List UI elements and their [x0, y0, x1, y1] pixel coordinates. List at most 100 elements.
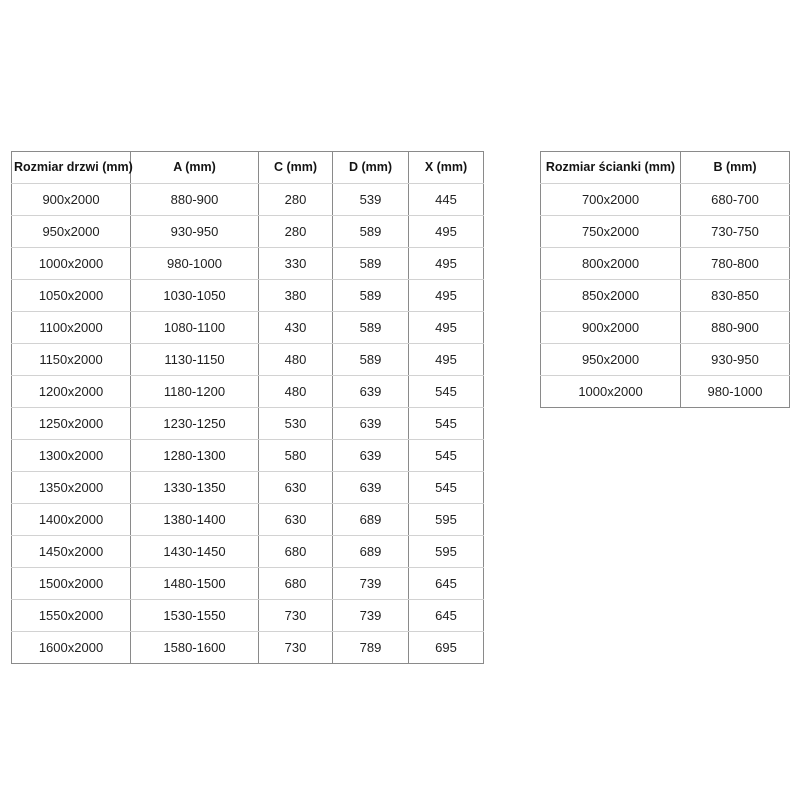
- cell-a: 1430-1450: [130, 535, 259, 568]
- table-row: 1100x2000 1080-1100 430 589 495: [11, 311, 484, 344]
- cell-a: 1530-1550: [130, 599, 259, 632]
- cell-x: 545: [408, 471, 484, 504]
- cell-d: 589: [332, 247, 409, 280]
- cell-rozmiar-drzwi: 1550x2000: [11, 599, 131, 632]
- cell-a: 880-900: [130, 183, 259, 216]
- cell-c: 480: [258, 375, 333, 408]
- cell-b: 680-700: [680, 183, 790, 216]
- cell-rozmiar-drzwi: 1000x2000: [11, 247, 131, 280]
- cell-c: 630: [258, 471, 333, 504]
- cell-rozmiar-drzwi: 1250x2000: [11, 407, 131, 440]
- table-row: 950x2000 930-950 280 589 495: [11, 215, 484, 248]
- cell-b: 980-1000: [680, 375, 790, 408]
- cell-d: 739: [332, 567, 409, 600]
- column-header-c: C (mm): [258, 151, 333, 184]
- wall-panel-dimensions-table: Rozmiar ścianki (mm) B (mm) 700x2000 680-…: [540, 151, 790, 408]
- cell-rozmiar-drzwi: 1350x2000: [11, 471, 131, 504]
- cell-rozmiar-drzwi: 1300x2000: [11, 439, 131, 472]
- column-header-a: A (mm): [130, 151, 259, 184]
- cell-rozmiar-scianki: 900x2000: [540, 311, 681, 344]
- table-row: 1300x2000 1280-1300 580 639 545: [11, 439, 484, 472]
- table-row: 1500x2000 1480-1500 680 739 645: [11, 567, 484, 600]
- cell-rozmiar-drzwi: 1600x2000: [11, 631, 131, 664]
- doors-dimensions-table: Rozmiar drzwi (mm) A (mm) C (mm) D (mm) …: [11, 151, 484, 664]
- table-row: 1550x2000 1530-1550 730 739 645: [11, 599, 484, 632]
- table-row: 1250x2000 1230-1250 530 639 545: [11, 407, 484, 440]
- cell-c: 480: [258, 343, 333, 376]
- cell-rozmiar-scianki: 950x2000: [540, 343, 681, 376]
- cell-a: 1380-1400: [130, 503, 259, 536]
- table-row: 1000x2000 980-1000 330 589 495: [11, 247, 484, 280]
- cell-c: 330: [258, 247, 333, 280]
- cell-d: 589: [332, 343, 409, 376]
- cell-c: 680: [258, 567, 333, 600]
- table-header-row: Rozmiar drzwi (mm) A (mm) C (mm) D (mm) …: [11, 151, 484, 184]
- cell-d: 639: [332, 407, 409, 440]
- table-row: 1200x2000 1180-1200 480 639 545: [11, 375, 484, 408]
- cell-x: 545: [408, 439, 484, 472]
- cell-b: 780-800: [680, 247, 790, 280]
- cell-a: 1180-1200: [130, 375, 259, 408]
- cell-a: 980-1000: [130, 247, 259, 280]
- cell-rozmiar-scianki: 850x2000: [540, 279, 681, 312]
- cell-d: 589: [332, 215, 409, 248]
- column-header-rozmiar-scianki: Rozmiar ścianki (mm): [540, 151, 681, 184]
- cell-d: 689: [332, 503, 409, 536]
- wall-table-body: 700x2000 680-700 750x2000 730-750 800x2000 78…: [540, 183, 790, 408]
- cell-a: 1080-1100: [130, 311, 259, 344]
- cell-x: 645: [408, 599, 484, 632]
- wall-table-header: Rozmiar ścianki (mm) B (mm): [540, 151, 790, 184]
- cell-x: 545: [408, 375, 484, 408]
- cell-b: 730-750: [680, 215, 790, 248]
- cell-c: 280: [258, 183, 333, 216]
- cell-c: 280: [258, 215, 333, 248]
- table-row: 1150x2000 1130-1150 480 589 495: [11, 343, 484, 376]
- cell-x: 495: [408, 247, 484, 280]
- table-row: 1600x2000 1580-1600 730 789 695: [11, 631, 484, 664]
- column-header-x: X (mm): [408, 151, 484, 184]
- cell-c: 380: [258, 279, 333, 312]
- cell-d: 739: [332, 599, 409, 632]
- cell-d: 589: [332, 279, 409, 312]
- cell-rozmiar-scianki: 800x2000: [540, 247, 681, 280]
- table-row: 1050x2000 1030-1050 380 589 495: [11, 279, 484, 312]
- cell-d: 639: [332, 439, 409, 472]
- cell-c: 730: [258, 599, 333, 632]
- cell-d: 589: [332, 311, 409, 344]
- cell-rozmiar-drzwi: 1150x2000: [11, 343, 131, 376]
- cell-d: 639: [332, 375, 409, 408]
- cell-x: 595: [408, 535, 484, 568]
- cell-c: 630: [258, 503, 333, 536]
- column-header-b: B (mm): [680, 151, 790, 184]
- cell-x: 495: [408, 311, 484, 344]
- table-row: 1450x2000 1430-1450 680 689 595: [11, 535, 484, 568]
- cell-x: 695: [408, 631, 484, 664]
- cell-rozmiar-drzwi: 1450x2000: [11, 535, 131, 568]
- cell-c: 730: [258, 631, 333, 664]
- cell-x: 495: [408, 279, 484, 312]
- doors-table-body: 900x2000 880-900 280 539 445 950x2000 930-950 2…: [11, 183, 484, 664]
- table-header-row: Rozmiar ścianki (mm) B (mm): [540, 151, 790, 184]
- cell-x: 495: [408, 343, 484, 376]
- cell-d: 539: [332, 183, 409, 216]
- cell-rozmiar-drzwi: 900x2000: [11, 183, 131, 216]
- cell-d: 789: [332, 631, 409, 664]
- cell-x: 495: [408, 215, 484, 248]
- cell-rozmiar-scianki: 700x2000: [540, 183, 681, 216]
- cell-rozmiar-drzwi: 1050x2000: [11, 279, 131, 312]
- cell-a: 1280-1300: [130, 439, 259, 472]
- cell-rozmiar-scianki: 750x2000: [540, 215, 681, 248]
- table-row: 950x2000 930-950: [540, 343, 790, 376]
- cell-a: 1580-1600: [130, 631, 259, 664]
- table-row: 1000x2000 980-1000: [540, 375, 790, 408]
- table-row: 700x2000 680-700: [540, 183, 790, 216]
- cell-b: 930-950: [680, 343, 790, 376]
- cell-a: 1130-1150: [130, 343, 259, 376]
- cell-b: 830-850: [680, 279, 790, 312]
- cell-d: 689: [332, 535, 409, 568]
- cell-x: 645: [408, 567, 484, 600]
- table-row: 1400x2000 1380-1400 630 689 595: [11, 503, 484, 536]
- table-row: 900x2000 880-900: [540, 311, 790, 344]
- cell-rozmiar-drzwi: 1100x2000: [11, 311, 131, 344]
- cell-c: 530: [258, 407, 333, 440]
